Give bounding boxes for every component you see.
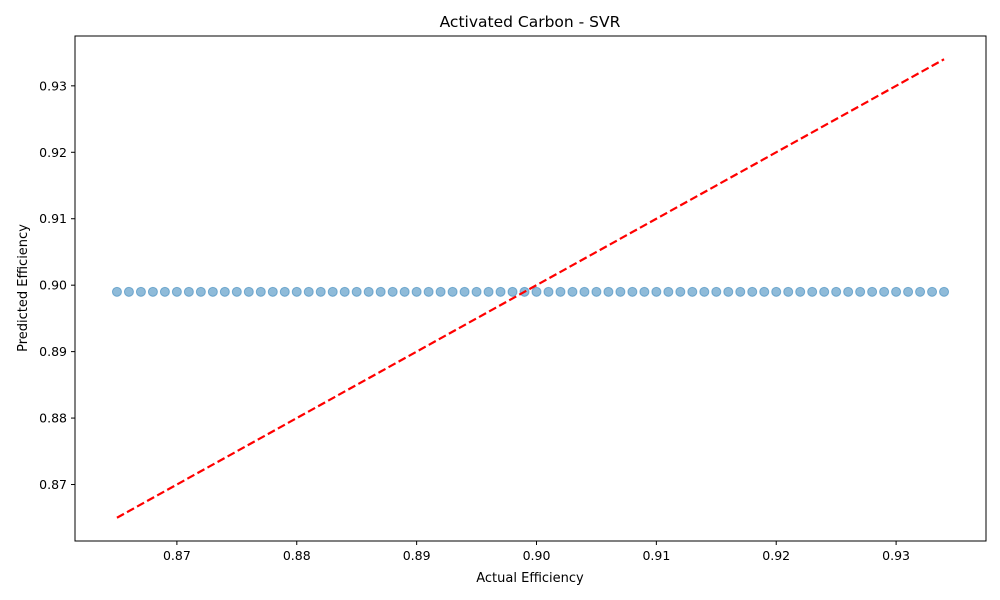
data-point: [879, 286, 890, 297]
data-point: [627, 286, 638, 297]
data-point: [795, 286, 806, 297]
data-point: [279, 286, 290, 297]
data-point: [807, 286, 818, 297]
data-point: [531, 286, 542, 297]
y-tick-label: 0.93: [39, 78, 67, 93]
data-point: [555, 286, 566, 297]
data-point: [243, 286, 254, 297]
data-point: [291, 286, 302, 297]
reference-line: [116, 58, 945, 519]
data-point: [339, 286, 350, 297]
data-point: [651, 286, 662, 297]
x-tick-label: 0.90: [523, 548, 551, 563]
y-tick-label: 0.87: [39, 477, 67, 492]
data-point: [219, 286, 230, 297]
y-axis-label: Predicted Efficiency: [16, 224, 31, 352]
data-point: [711, 286, 722, 297]
data-point: [855, 286, 866, 297]
data-point: [135, 286, 146, 297]
data-point: [939, 286, 950, 297]
data-point: [639, 286, 650, 297]
x-tick-label: 0.87: [163, 548, 191, 563]
data-point: [819, 286, 830, 297]
y-axis-ticks: 0.87 0.88 0.89 0.90 0.91 0.92 0.93: [39, 78, 75, 492]
data-point: [567, 286, 578, 297]
y-tick-label: 0.88: [39, 411, 67, 426]
y-tick-label: 0.90: [39, 278, 67, 293]
y-tick-label: 0.89: [39, 344, 67, 359]
data-point: [699, 286, 710, 297]
plot-frame: [74, 35, 987, 542]
data-point: [351, 286, 362, 297]
data-point: [483, 286, 494, 297]
data-point: [195, 286, 206, 297]
x-tick-label: 0.88: [283, 548, 311, 563]
data-point: [255, 286, 266, 297]
data-point: [411, 286, 422, 297]
reference-line-layer: [116, 58, 945, 519]
data-point: [687, 286, 698, 297]
x-tick-label: 0.93: [882, 548, 910, 563]
chart-title: Activated Carbon - SVR: [440, 13, 621, 31]
data-point: [375, 286, 386, 297]
data-point: [423, 286, 434, 297]
data-point: [111, 286, 122, 297]
data-point: [603, 286, 614, 297]
data-point: [615, 286, 626, 297]
data-point: [147, 286, 158, 297]
data-point: [303, 286, 314, 297]
data-point: [123, 286, 134, 297]
data-point: [891, 286, 902, 297]
data-point: [903, 286, 914, 297]
data-point: [735, 286, 746, 297]
data-point: [159, 286, 170, 297]
data-point: [771, 286, 782, 297]
data-point: [495, 286, 506, 297]
data-point: [171, 286, 182, 297]
data-point: [927, 286, 938, 297]
y-tick-label: 0.92: [39, 145, 67, 160]
data-point: [675, 286, 686, 297]
data-point: [231, 286, 242, 297]
data-point: [471, 286, 482, 297]
data-point: [207, 286, 218, 297]
data-point: [591, 286, 602, 297]
data-point: [363, 286, 374, 297]
data-point: [435, 286, 446, 297]
data-point: [267, 286, 278, 297]
x-tick-label: 0.89: [403, 548, 431, 563]
x-tick-label: 0.92: [762, 548, 790, 563]
data-point: [663, 286, 674, 297]
data-point: [867, 286, 878, 297]
x-axis-ticks: 0.87 0.88 0.89 0.90 0.91 0.92 0.93: [163, 541, 910, 563]
data-point: [747, 286, 758, 297]
data-point: [579, 286, 590, 297]
data-point: [543, 286, 554, 297]
data-point: [831, 286, 842, 297]
data-point: [183, 286, 194, 297]
x-tick-label: 0.91: [642, 548, 670, 563]
data-point: [459, 286, 470, 297]
data-point: [315, 286, 326, 297]
x-axis-label: Actual Efficiency: [476, 571, 584, 586]
y-tick-label: 0.91: [39, 211, 67, 226]
data-point: [507, 286, 518, 297]
data-point: [399, 286, 410, 297]
data-point: [723, 286, 734, 297]
data-point: [327, 286, 338, 297]
data-point: [387, 286, 398, 297]
data-point: [759, 286, 770, 297]
data-point: [783, 286, 794, 297]
data-point: [915, 286, 926, 297]
data-point: [843, 286, 854, 297]
data-point: [447, 286, 458, 297]
